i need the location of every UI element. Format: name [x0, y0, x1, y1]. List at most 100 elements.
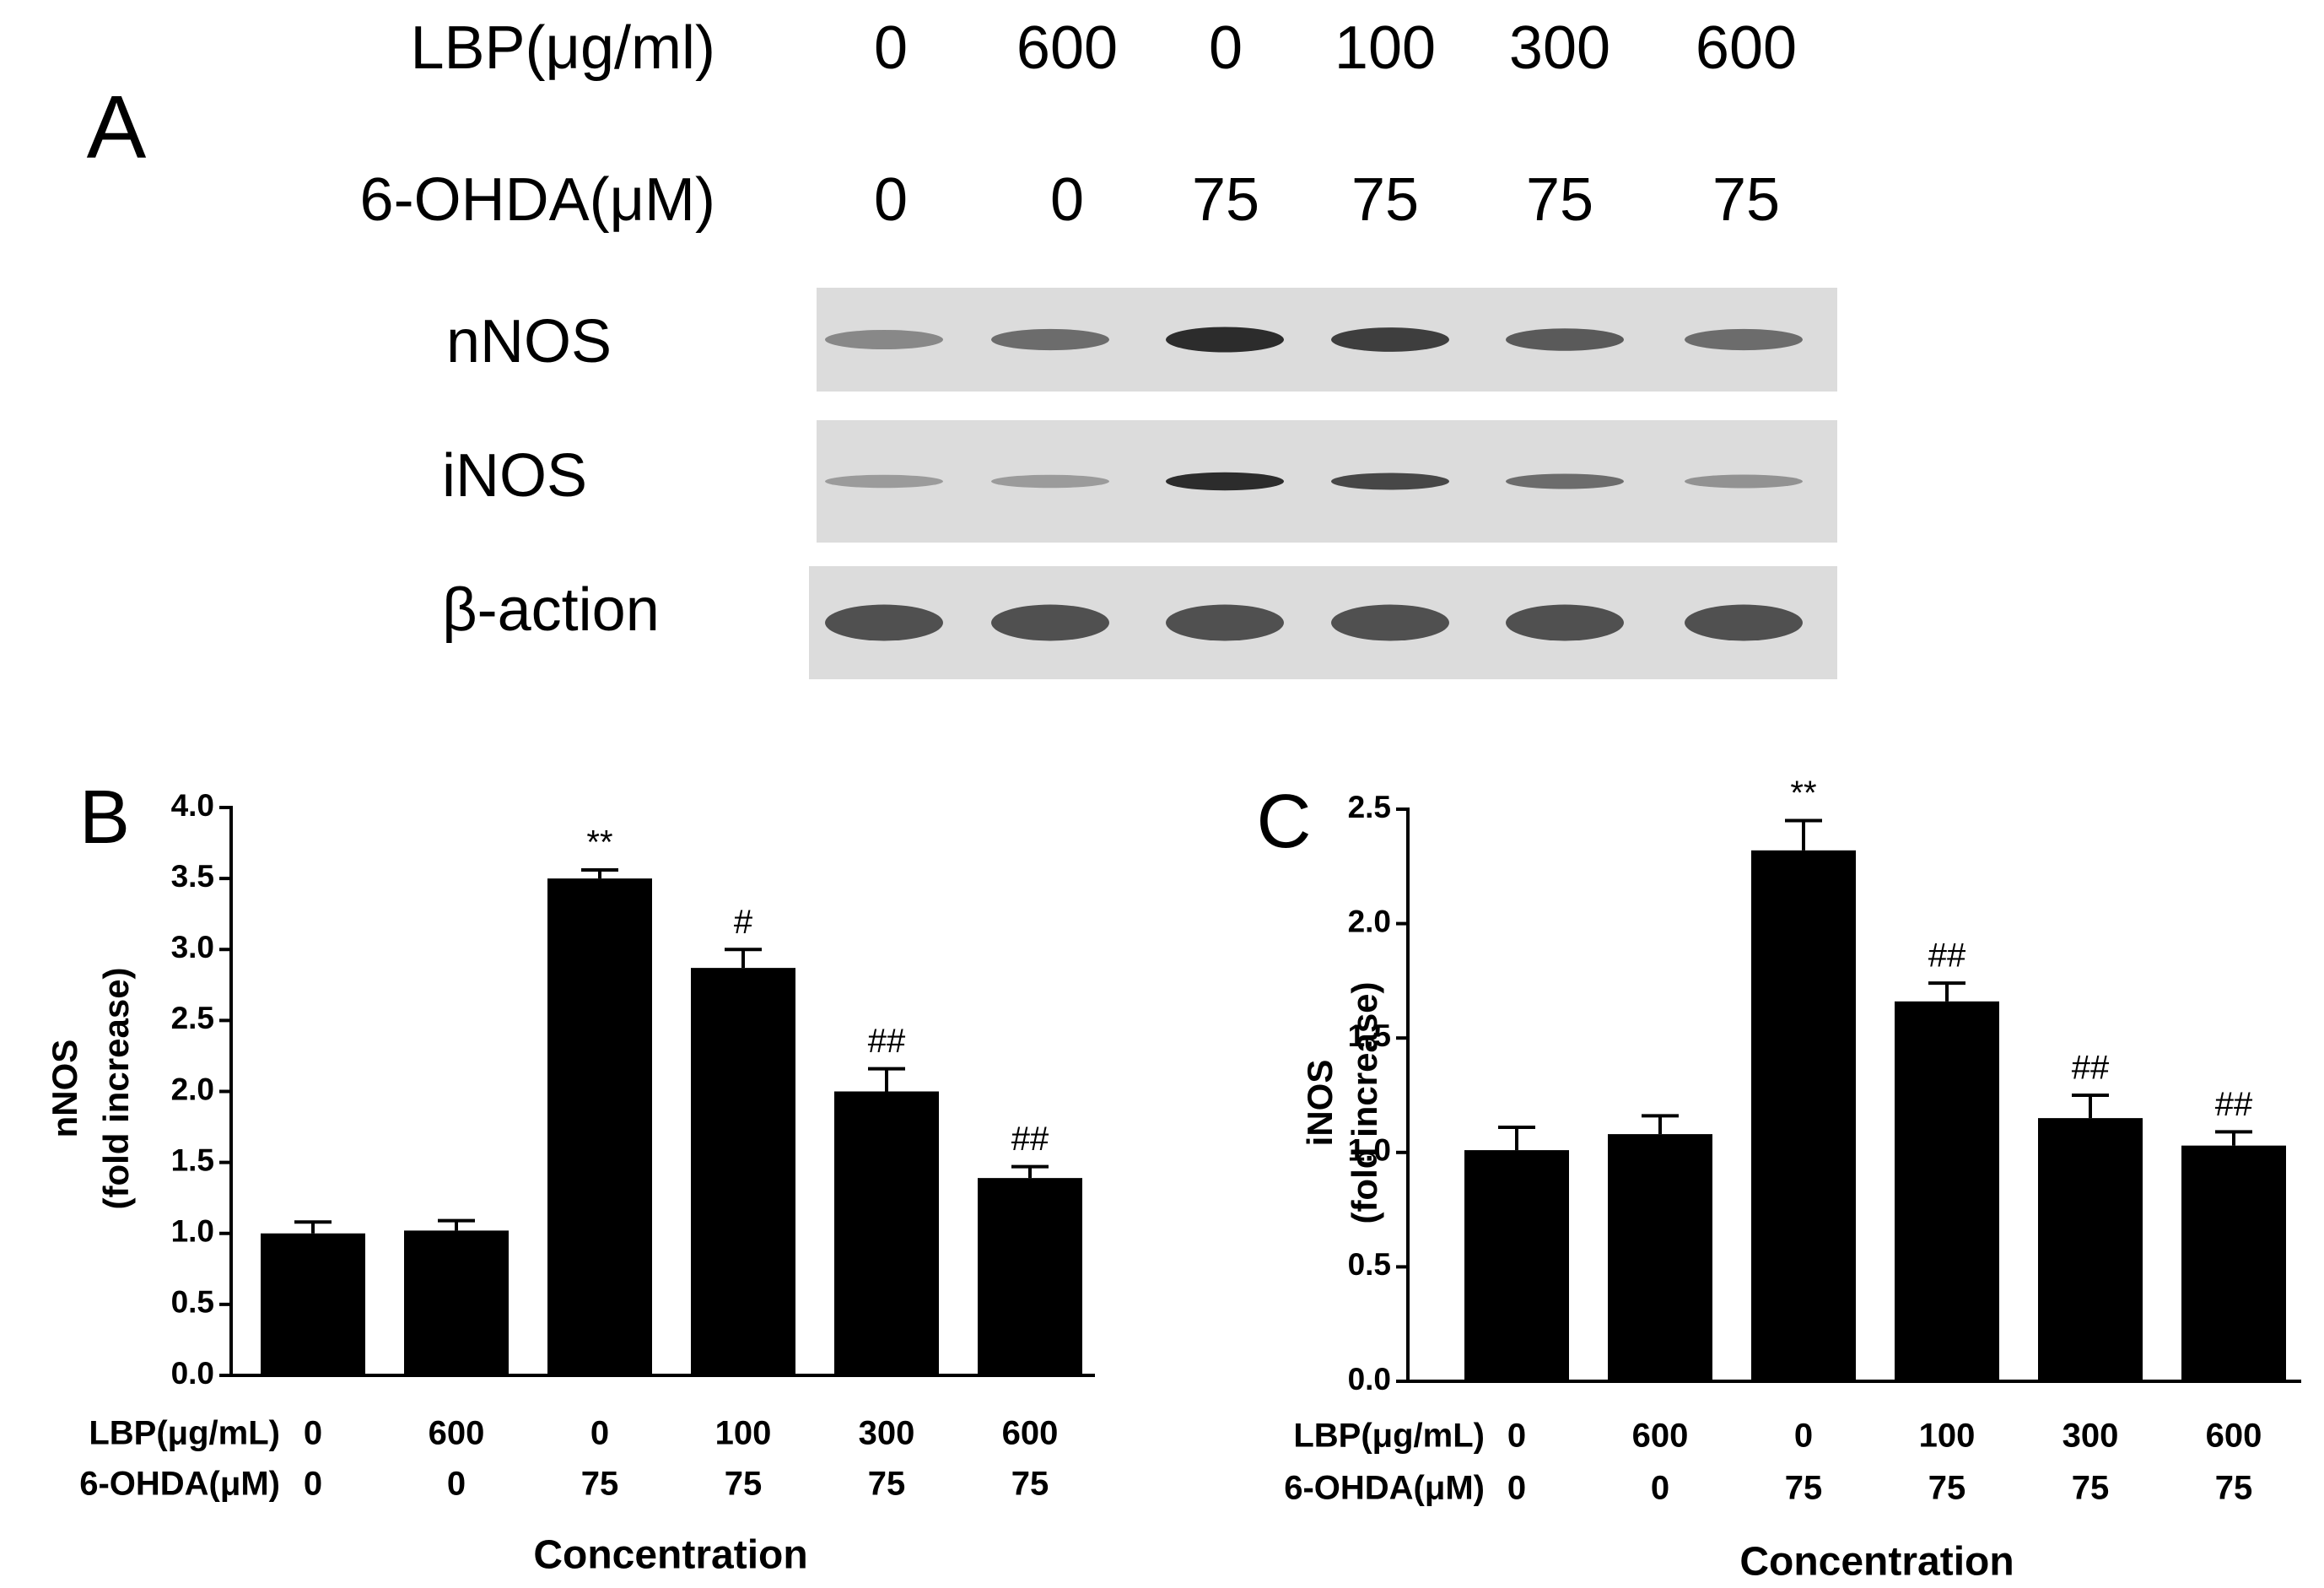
x-tick-label: 0	[304, 1415, 322, 1452]
x-tick-label: 100	[1919, 1418, 1976, 1455]
x-tick-label: 0	[1794, 1418, 1813, 1455]
blot-band	[1166, 327, 1284, 353]
bar	[404, 1230, 509, 1375]
bar	[1751, 850, 1856, 1381]
y-tick-label: 2.0	[1348, 904, 1391, 938]
x-tick-label: 75	[1785, 1470, 1823, 1507]
bar	[2038, 1118, 2143, 1381]
x-tick-label: 600	[1002, 1415, 1059, 1452]
x-tick-label: 75	[725, 1466, 763, 1503]
blot-band	[1506, 328, 1624, 351]
blot-row-label: nNOS	[446, 308, 612, 375]
y-tick-label: 4.0	[171, 788, 214, 823]
x-tick-label: 600	[429, 1415, 485, 1452]
blot-band	[1331, 604, 1449, 641]
blot-band	[1685, 604, 1803, 641]
category-row-label: 6-OHDA(μM)	[1284, 1470, 1485, 1507]
bar	[978, 1178, 1082, 1375]
x-tick-label: 600	[1632, 1418, 1689, 1455]
x-tick-label: 75	[2072, 1470, 2110, 1507]
x-tick-label: 600	[2206, 1418, 2262, 1455]
x-tick-label: 0	[1651, 1470, 1669, 1507]
bar	[2181, 1145, 2286, 1381]
x-tick-label: 300	[2062, 1418, 2119, 1455]
y-tick-label: 2.5	[1348, 790, 1391, 824]
header-value: 75	[1192, 166, 1259, 234]
header-value: 600	[1696, 14, 1797, 82]
x-axis-label: Concentration	[1739, 1540, 2014, 1585]
blot-band	[991, 474, 1109, 489]
y-tick-label: 0.0	[1348, 1362, 1391, 1396]
significance-label: ##	[2072, 1050, 2110, 1087]
bar	[691, 968, 795, 1375]
significance-label: ##	[2215, 1086, 2253, 1123]
y-axis-label: (fold increase)	[96, 967, 136, 1209]
y-tick-label: 0.5	[1348, 1247, 1391, 1282]
header-value: 300	[1509, 14, 1610, 82]
y-axis-label: (fold increase)	[1345, 981, 1384, 1223]
y-tick-label: 1.5	[1348, 1018, 1391, 1053]
x-tick-label: 0	[304, 1466, 322, 1503]
blot-band	[1331, 473, 1449, 490]
blot-band	[1685, 328, 1803, 351]
x-tick-label: 100	[715, 1415, 772, 1452]
significance-label: #	[734, 904, 753, 941]
x-tick-label: 75	[2215, 1470, 2253, 1507]
x-tick-label: 75	[581, 1466, 619, 1503]
x-tick-label: 75	[1011, 1466, 1049, 1503]
y-tick-label: 2.0	[171, 1072, 214, 1106]
y-tick-label: 1.5	[171, 1142, 214, 1177]
x-tick-label: 0	[1507, 1418, 1526, 1455]
header-value: 600	[1016, 14, 1118, 82]
significance-label: **	[1790, 775, 1816, 812]
y-tick-label: 2.5	[171, 1001, 214, 1035]
header-value: 75	[1351, 166, 1419, 234]
y-axis-label: iNOS	[1300, 1060, 1340, 1147]
bar	[1608, 1134, 1712, 1381]
significance-label: ##	[1928, 937, 1966, 975]
bar	[1464, 1150, 1569, 1381]
bar	[1895, 1001, 1999, 1381]
x-tick-label: 75	[868, 1466, 906, 1503]
x-tick-label: 75	[1928, 1470, 1966, 1507]
significance-label: ##	[1011, 1121, 1049, 1158]
blot-band	[1506, 604, 1624, 641]
y-tick-label: 3.5	[171, 859, 214, 894]
blot-panel	[817, 288, 1837, 392]
bar	[547, 878, 652, 1375]
y-tick-label: 0.0	[171, 1356, 214, 1391]
blot-band	[825, 604, 943, 641]
x-tick-label: 0	[447, 1466, 466, 1503]
blot-band	[1506, 473, 1624, 489]
significance-label: ##	[868, 1023, 906, 1060]
category-row-label: 6-OHDA(μM)	[79, 1466, 280, 1503]
blot-panel	[809, 566, 1837, 679]
blot-band	[1331, 327, 1449, 352]
bar	[261, 1233, 365, 1375]
y-axis-label: nNOS	[45, 1040, 84, 1138]
category-row-label: LBP(μg/mL)	[89, 1415, 280, 1452]
blot-band	[1685, 474, 1803, 489]
blot-band	[1166, 472, 1284, 491]
header-value: 0	[874, 14, 908, 82]
header-value: 0	[1209, 14, 1243, 82]
category-row-label: LBP(μg/mL)	[1293, 1418, 1485, 1455]
y-tick-label: 0.5	[171, 1285, 214, 1320]
panel-label: A	[87, 78, 147, 177]
blot-band	[825, 474, 943, 489]
blot-band	[991, 328, 1109, 351]
header-label: LBP(μg/ml)	[410, 14, 715, 82]
x-tick-label: 0	[1507, 1470, 1526, 1507]
header-value: 75	[1712, 166, 1780, 234]
blot-panel	[817, 420, 1837, 543]
blot-row-label: β-action	[442, 576, 660, 644]
header-value: 100	[1335, 14, 1436, 82]
header-value: 0	[1050, 166, 1084, 234]
panel-label: C	[1257, 780, 1312, 864]
blot-band	[825, 329, 943, 350]
blot-band	[991, 604, 1109, 641]
significance-label: **	[586, 824, 612, 862]
y-tick-label: 1.0	[1348, 1133, 1391, 1168]
